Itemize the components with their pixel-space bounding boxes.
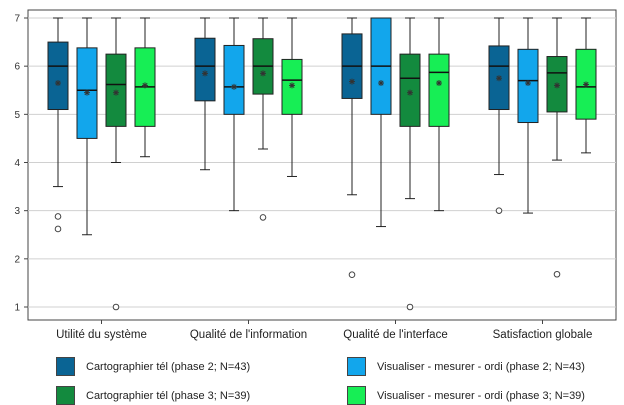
x-category-label-4: Satisfaction globale — [493, 329, 593, 341]
box-4-series-1 — [488, 17, 510, 214]
mean-marker — [496, 75, 502, 82]
mean-stroke-4 — [554, 82, 560, 88]
outlier-point — [553, 270, 561, 278]
box-1-series-3 — [105, 17, 127, 311]
mean-stroke-4 — [289, 82, 295, 88]
outlier-point — [54, 225, 62, 233]
mean-marker — [55, 80, 61, 87]
x-category-label-3: Qualité de l'interface — [343, 329, 447, 341]
mean-marker — [202, 70, 208, 77]
mean-stroke-4 — [260, 70, 266, 76]
mean-marker — [260, 70, 266, 77]
mean-stroke-4 — [496, 75, 502, 81]
mean-marker — [525, 80, 531, 87]
y-tick-label-3: 3 — [14, 206, 20, 217]
box-iqr — [223, 44, 245, 115]
mean-marker — [378, 80, 384, 87]
mean-marker — [436, 80, 442, 87]
box-iqr — [428, 53, 450, 127]
mean-marker — [349, 78, 355, 85]
outlier-point — [259, 214, 267, 221]
mean-stroke-4 — [583, 81, 589, 88]
mean-stroke-4 — [84, 90, 90, 96]
mean-marker — [583, 81, 589, 88]
box-2-series-3 — [252, 17, 274, 221]
box-4-series-2 — [517, 17, 539, 214]
mean-stroke-4 — [349, 79, 355, 85]
box-4-series-4 — [575, 17, 597, 154]
box-1-series-2 — [76, 17, 98, 236]
mean-stroke-4 — [525, 80, 531, 86]
outlier-point — [348, 271, 356, 279]
outlier-point — [406, 303, 414, 311]
y-tick-label-7: 7 — [14, 14, 20, 25]
box-1-series-4 — [134, 17, 156, 158]
mean-marker — [142, 82, 148, 89]
mean-stroke-4 — [202, 70, 208, 76]
mean-marker — [231, 83, 237, 90]
box-iqr — [47, 41, 69, 111]
mean-marker — [407, 89, 413, 96]
box-2-series-2 — [223, 17, 245, 212]
y-tick-label-2: 2 — [14, 254, 20, 265]
x-category-label-1: Utilité du système — [56, 329, 147, 341]
outlier-point — [112, 303, 120, 311]
box-3-series-2 — [370, 17, 392, 228]
outlier-point — [495, 207, 503, 214]
y-tick-label-5: 5 — [14, 110, 20, 121]
outlier-point — [54, 213, 62, 220]
box-iqr — [194, 37, 216, 102]
box-2-series-4 — [281, 17, 303, 177]
mean-marker — [289, 82, 295, 89]
box-3-series-3 — [399, 17, 421, 311]
box-4-series-3 — [546, 17, 568, 278]
y-tick-label-6: 6 — [14, 62, 20, 73]
mean-marker — [554, 82, 560, 89]
y-tick-label-4: 4 — [14, 158, 20, 169]
box-1-series-1 — [47, 17, 69, 233]
box-2-series-1 — [194, 17, 216, 171]
mean-stroke-4 — [113, 90, 119, 96]
mean-stroke-4 — [407, 90, 413, 96]
box-3-series-4 — [428, 17, 450, 212]
box-3-series-1 — [341, 17, 363, 279]
mean-stroke-4 — [55, 80, 61, 86]
mean-marker — [113, 89, 119, 96]
mean-marker — [84, 89, 90, 96]
x-category-label-2: Qualité de l'information — [190, 329, 307, 341]
mean-stroke-4 — [378, 80, 384, 86]
mean-stroke-4 — [436, 80, 442, 86]
mean-stroke-4 — [142, 82, 148, 88]
mean-stroke-4 — [231, 84, 237, 90]
y-tick-label-1: 1 — [14, 303, 20, 314]
